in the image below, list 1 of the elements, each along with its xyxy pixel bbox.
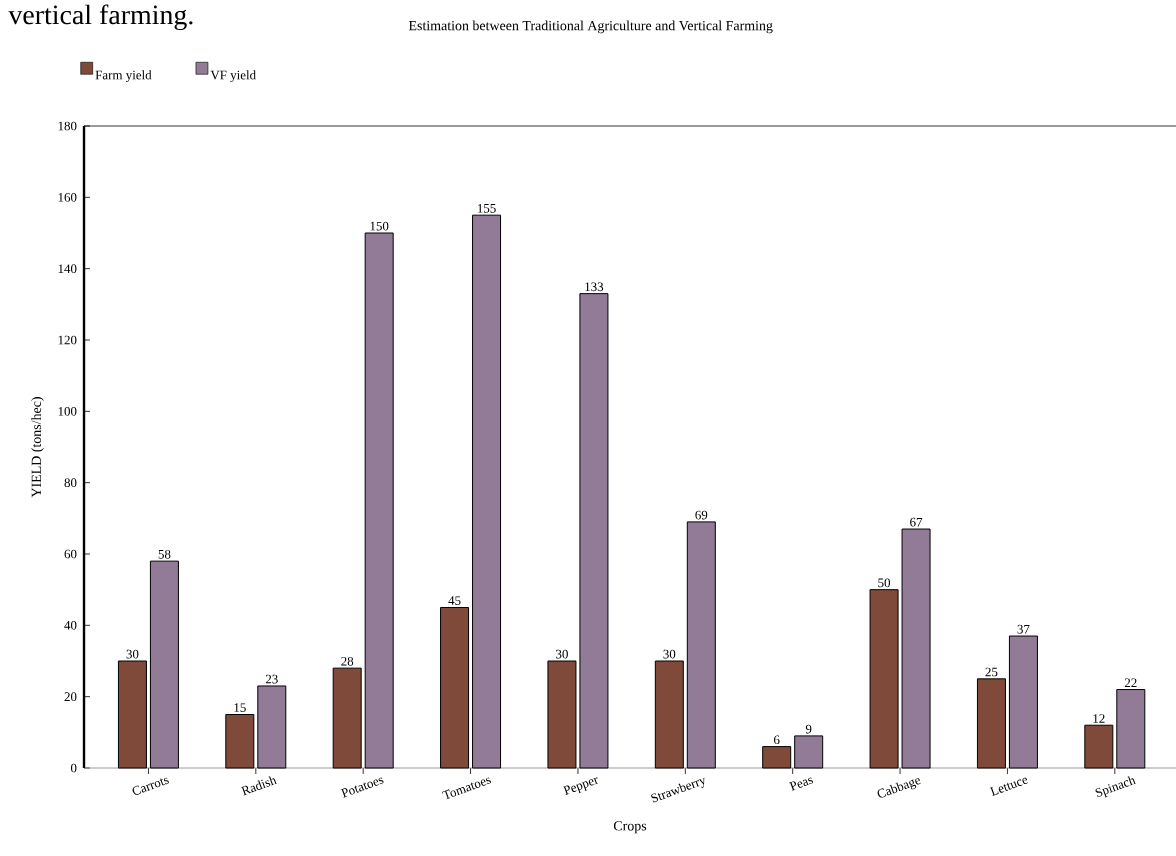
text: vertical farming.	[8, 4, 193, 31]
